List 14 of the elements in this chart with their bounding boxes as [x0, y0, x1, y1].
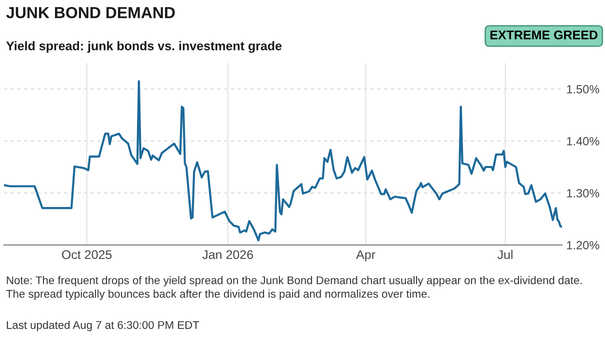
y-tick-label: 1.50% [567, 85, 600, 94]
text: EXTREME GREED [490, 30, 598, 40]
y-tick-label: 1.20% [567, 241, 600, 250]
chart-title: JUNK BOND DEMAND [6, 6, 175, 18]
y-tick-label: 1.30% [567, 189, 600, 198]
x-tick-label: Apr [356, 250, 376, 262]
chart-subtitle: Yield spread: junk bonds vs. investment grade [6, 41, 282, 53]
y-tick-label: 1.40% [567, 137, 600, 146]
text: Note: The frequent drops of the yield spread on the Junk Bond Demand chart usually appear on the ex-dividend date. The spread typically bounces back after the dividend is paid and normalizes over time. [6, 276, 582, 300]
x-tick-label: Oct 2025 [62, 250, 112, 260]
x-tick-label: Jan 2026 [202, 250, 253, 260]
x-tick-label: Jul [497, 250, 512, 260]
line-series [4, 80, 562, 242]
text: Last updated Aug 7 at 6:30:00 PM EDT [6, 320, 200, 332]
